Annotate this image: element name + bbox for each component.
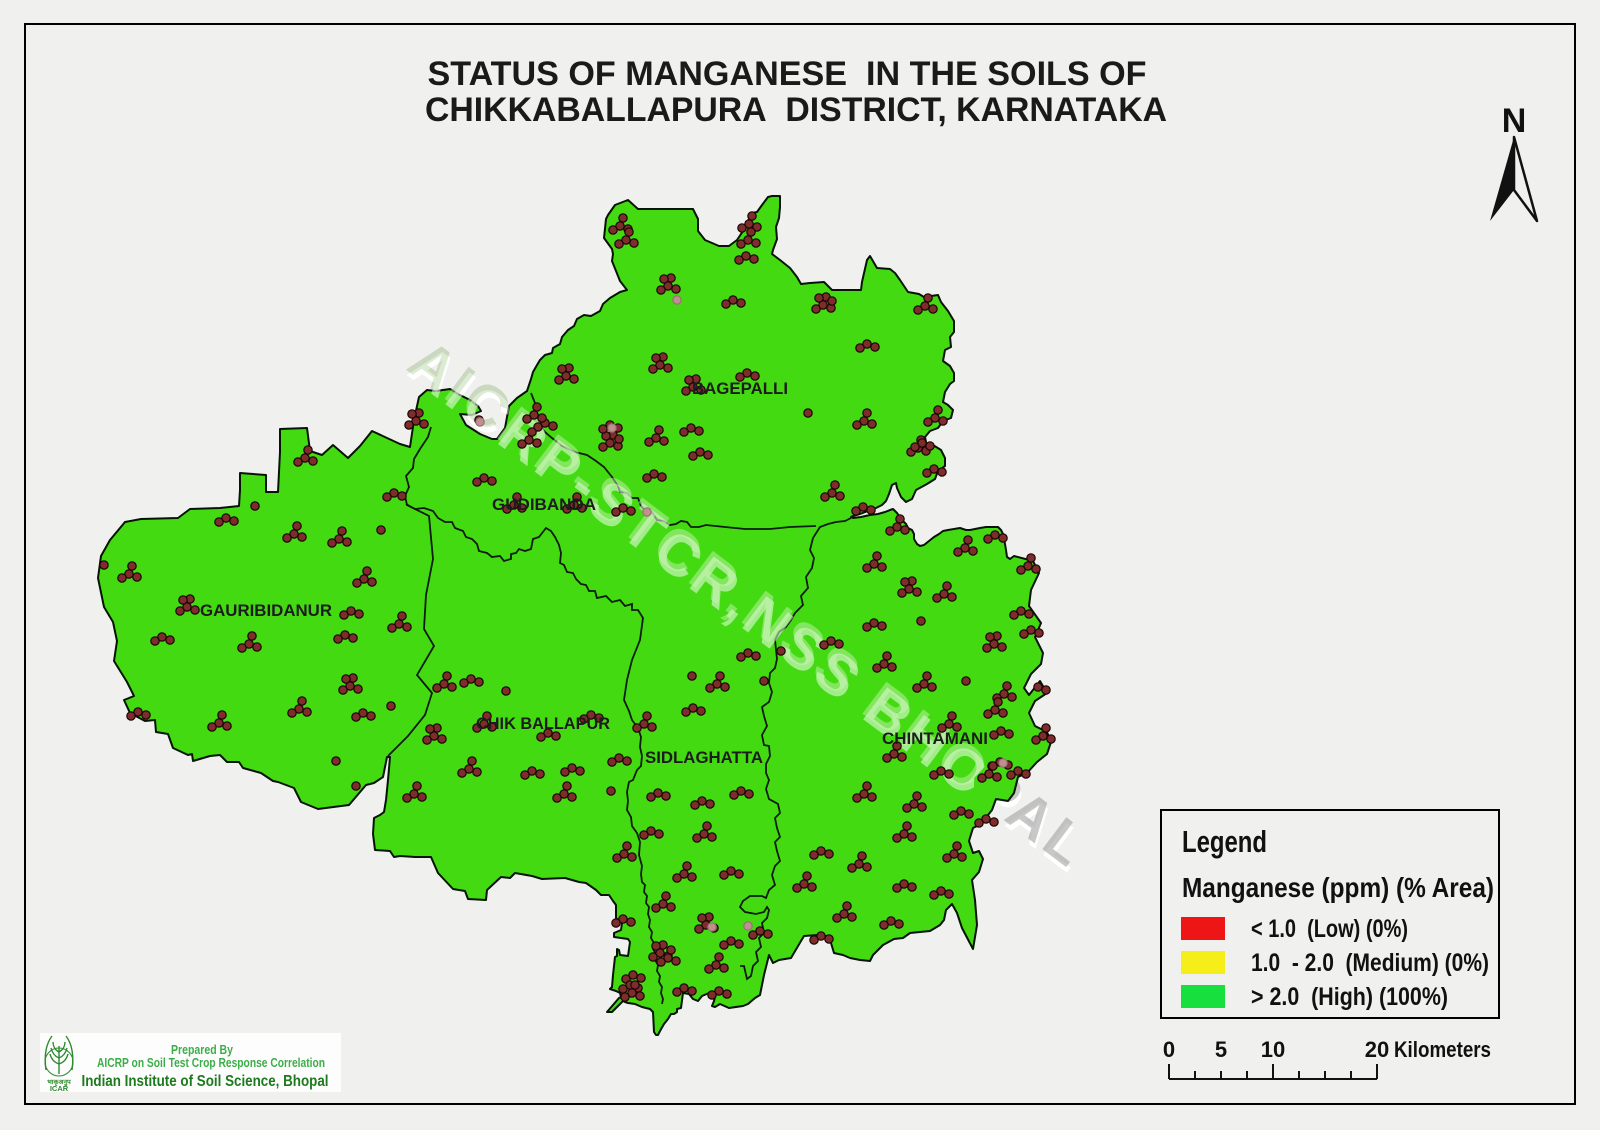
svg-text:SIDLAGHATTA: SIDLAGHATTA	[645, 748, 763, 767]
svg-text:Kilometers: Kilometers	[1394, 1037, 1491, 1062]
svg-text:20: 20	[1365, 1037, 1389, 1062]
svg-text:ICAR: ICAR	[50, 1084, 69, 1093]
svg-text:BAGEPALLI: BAGEPALLI	[692, 379, 788, 398]
svg-text:CHIK BALLAPUR: CHIK BALLAPUR	[476, 714, 610, 733]
svg-text:STATUS OF MANGANESE IN THE SO: STATUS OF MANGANESE IN THE SOILS OF	[428, 55, 1147, 93]
svg-text:1.0 - 2.0 (Medium) (0%): 1.0 - 2.0 (Medium) (0%)	[1251, 949, 1489, 977]
svg-text:AICRP on Soil Test Crop Respon: AICRP on Soil Test Crop Response Correla…	[97, 1056, 325, 1070]
svg-text:5: 5	[1215, 1037, 1227, 1062]
svg-text:GAURIBIDANUR: GAURIBIDANUR	[200, 601, 332, 620]
svg-text:0: 0	[1163, 1037, 1175, 1062]
svg-text:> 2.0 (High) (100%): > 2.0 (High) (100%)	[1251, 983, 1448, 1011]
svg-text:Legend: Legend	[1182, 824, 1267, 859]
svg-text:CHIKKABALLAPURA DISTRICT, KAR: CHIKKABALLAPURA DISTRICT, KARNATAKA	[425, 91, 1167, 129]
svg-text:N: N	[1502, 102, 1527, 140]
svg-text:Manganese (ppm) (% Area): Manganese (ppm) (% Area)	[1182, 872, 1494, 903]
svg-text:10: 10	[1261, 1037, 1285, 1062]
svg-text:CHINTAMANI: CHINTAMANI	[882, 729, 988, 748]
svg-text:GUDIBANDA: GUDIBANDA	[492, 495, 596, 514]
svg-text:Indian Institute of Soil Scien: Indian Institute of Soil Science, Bhopal	[82, 1073, 329, 1090]
svg-text:भाकृअनुप: भाकृअनुप	[47, 1079, 71, 1086]
svg-text:Prepared By: Prepared By	[171, 1043, 233, 1057]
svg-text:< 1.0 (Low) (0%): < 1.0 (Low) (0%)	[1251, 915, 1408, 943]
